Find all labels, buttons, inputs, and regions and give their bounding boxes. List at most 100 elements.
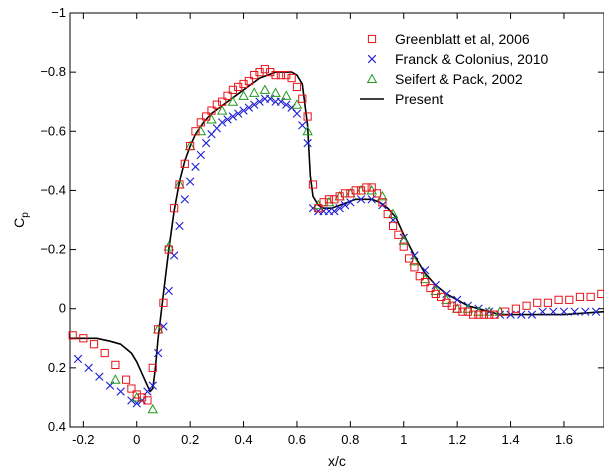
data-point	[356, 195, 366, 204]
data-point	[442, 298, 451, 307]
data-point	[394, 230, 403, 239]
data-point	[207, 106, 216, 115]
data-point	[111, 360, 120, 369]
svg-text:Cp: Cp	[11, 212, 31, 228]
data-point	[442, 289, 451, 299]
data-point	[463, 307, 472, 316]
x-tick-label: 0	[133, 432, 140, 447]
data-point	[303, 112, 312, 121]
legend-label: Seifert & Pack, 2002	[395, 71, 523, 87]
data-point	[522, 301, 531, 310]
y-axis-label-subscript: p	[20, 212, 31, 218]
x-axis-label: x/c	[328, 453, 346, 469]
data-point	[292, 82, 302, 92]
data-point	[180, 159, 189, 168]
data-point	[335, 192, 344, 201]
y-axis-label: Cp	[11, 212, 31, 228]
data-point	[291, 99, 303, 109]
data-point	[559, 307, 569, 316]
data-point	[330, 195, 339, 204]
data-point	[260, 65, 270, 74]
legend-marker-x	[367, 54, 377, 64]
axis-ticks: -0.2 0 0.2 0.4 0.6 0.8 1 1.2 1.4 1.6 −1 −0.8 −0.6 −0.…	[40, 5, 604, 447]
data-point	[255, 68, 264, 77]
data-point	[116, 387, 125, 396]
data-point	[421, 278, 430, 287]
data-point	[159, 322, 168, 331]
data-point	[132, 390, 141, 399]
x-tick-label: 0.6	[288, 432, 306, 447]
series-layer	[68, 65, 604, 414]
data-point	[383, 209, 392, 219]
data-point	[554, 295, 563, 304]
data-point	[238, 90, 249, 100]
data-point	[250, 100, 259, 109]
data-point	[281, 90, 292, 100]
data-point	[228, 85, 237, 94]
data-point	[533, 298, 542, 307]
data-point	[453, 304, 462, 313]
x-tick-label: 1.4	[502, 432, 520, 447]
data-point	[239, 79, 248, 89]
y-tick-label: −0.4	[40, 182, 66, 197]
data-point	[538, 307, 547, 316]
data-point	[314, 204, 323, 213]
legend-label: Greenblatt et al, 2006	[395, 31, 530, 47]
data-point	[415, 272, 424, 281]
data-point	[398, 235, 409, 245]
data-point	[474, 310, 483, 319]
y-tick-label: 0.4	[48, 419, 66, 434]
data-point	[543, 298, 553, 307]
data-point	[73, 354, 83, 364]
data-point	[346, 198, 355, 207]
y-axis-label-main: C	[11, 218, 27, 228]
data-point	[153, 348, 163, 358]
data-point	[84, 363, 93, 373]
data-point	[218, 118, 227, 127]
data-point	[266, 68, 275, 77]
data-point	[490, 310, 499, 319]
legend-label: Present	[395, 91, 443, 107]
data-point	[399, 242, 408, 251]
data-point	[479, 310, 488, 319]
data-point	[485, 307, 494, 316]
data-point	[191, 127, 200, 136]
data-point	[196, 118, 205, 127]
series-3	[70, 71, 604, 393]
data-point	[239, 106, 248, 115]
data-point	[228, 112, 238, 121]
data-point	[330, 206, 339, 216]
data-point	[259, 84, 271, 94]
data-point	[324, 195, 334, 204]
data-point	[79, 334, 88, 343]
data-point	[287, 73, 296, 83]
data-point	[282, 71, 291, 80]
y-tick-label: 0	[59, 301, 66, 316]
data-point	[575, 292, 585, 301]
y-tick-label: −0.2	[40, 242, 66, 257]
data-point	[404, 254, 414, 263]
data-point	[485, 310, 494, 319]
data-point	[351, 186, 360, 195]
data-point	[335, 203, 344, 213]
data-point	[586, 292, 595, 301]
data-point	[147, 403, 159, 414]
data-point	[185, 177, 195, 186]
data-point	[362, 183, 371, 192]
data-point	[164, 245, 173, 254]
data-point	[426, 283, 435, 293]
data-point	[591, 307, 601, 316]
legend-marker-square	[367, 34, 377, 44]
data-point	[527, 310, 537, 319]
data-point	[186, 141, 195, 151]
data-point	[437, 292, 446, 301]
x-tick-label: 1.6	[555, 432, 573, 447]
data-point	[218, 97, 227, 106]
plot-frame	[69, 12, 604, 428]
data-point	[447, 301, 456, 310]
legend: Greenblatt et al, 2006 Franck & Colonius,…	[360, 31, 549, 107]
data-point	[212, 100, 221, 109]
y-tick-label: −1	[51, 5, 66, 20]
data-point	[159, 298, 168, 307]
